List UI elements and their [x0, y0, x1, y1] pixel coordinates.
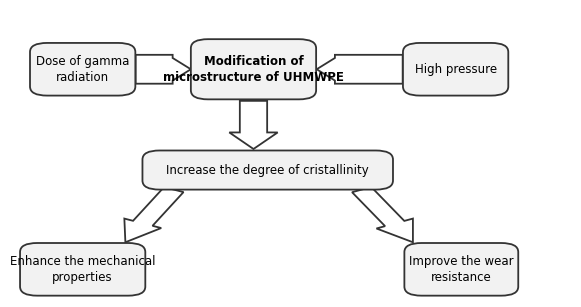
FancyArrow shape: [229, 101, 278, 149]
FancyBboxPatch shape: [142, 150, 393, 190]
FancyArrow shape: [135, 55, 191, 84]
FancyBboxPatch shape: [30, 43, 135, 95]
FancyBboxPatch shape: [403, 43, 508, 95]
FancyArrow shape: [124, 187, 184, 242]
Text: Increase the degree of cristallinity: Increase the degree of cristallinity: [166, 164, 369, 177]
Text: Improve the wear
resistance: Improve the wear resistance: [409, 255, 514, 284]
Text: Dose of gamma
radiation: Dose of gamma radiation: [36, 55, 130, 84]
FancyArrow shape: [352, 187, 413, 242]
Text: High pressure: High pressure: [415, 63, 497, 76]
FancyBboxPatch shape: [191, 39, 316, 99]
Text: Modification of
microstructure of UHMWPE: Modification of microstructure of UHMWPE: [163, 55, 344, 84]
Text: Enhance the mechanical
properties: Enhance the mechanical properties: [10, 255, 156, 284]
FancyArrow shape: [317, 55, 403, 84]
FancyBboxPatch shape: [20, 243, 145, 296]
FancyBboxPatch shape: [404, 243, 518, 296]
